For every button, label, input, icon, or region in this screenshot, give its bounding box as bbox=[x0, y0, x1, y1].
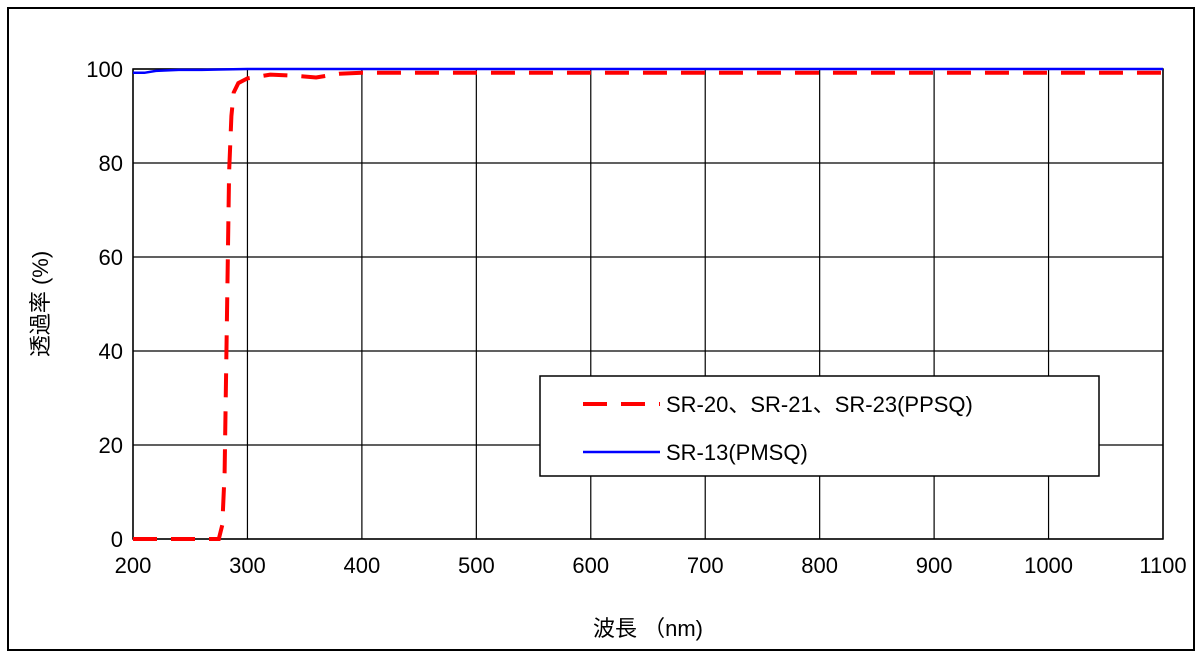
x-tick-label: 300 bbox=[229, 553, 266, 578]
x-tick-label: 1000 bbox=[1024, 553, 1073, 578]
x-tick-label: 1100 bbox=[1139, 553, 1186, 578]
y-tick-label: 60 bbox=[99, 245, 123, 270]
x-tick-label: 900 bbox=[916, 553, 953, 578]
y-axis-title: 透過率 (%) bbox=[28, 251, 53, 357]
tick-labels: 200 300 400 500 600 700 800 900 1000 1100 0 20 40 60 8… bbox=[86, 57, 1186, 578]
y-tick-label: 0 bbox=[111, 527, 123, 552]
series-line-ppsq bbox=[133, 70, 1163, 541]
x-tick-label: 600 bbox=[572, 553, 609, 578]
y-tick-label: 20 bbox=[99, 433, 123, 458]
legend-label-pmsq: SR-13(PMSQ) bbox=[666, 440, 808, 465]
legend: SR-20、SR-21、SR-23(PPSQ) SR-13(PMSQ) bbox=[539, 375, 1100, 477]
series-line-pmsq bbox=[133, 67, 1163, 75]
legend-label-ppsq: SR-20、SR-21、SR-23(PPSQ) bbox=[666, 392, 973, 417]
x-tick-label: 400 bbox=[344, 553, 381, 578]
legend-box bbox=[539, 375, 1100, 477]
y-tick-label: 100 bbox=[86, 57, 123, 82]
x-tick-label: 200 bbox=[115, 553, 152, 578]
chart-frame bbox=[7, 7, 1195, 651]
x-axis-title: 波長 （nm) bbox=[593, 616, 703, 641]
x-tick-label: 700 bbox=[687, 553, 724, 578]
x-tick-label: 800 bbox=[801, 553, 838, 578]
x-tick-label: 500 bbox=[458, 553, 495, 578]
y-tick-label: 80 bbox=[99, 151, 123, 176]
y-tick-label: 40 bbox=[99, 339, 123, 364]
series-layer bbox=[133, 67, 1163, 541]
